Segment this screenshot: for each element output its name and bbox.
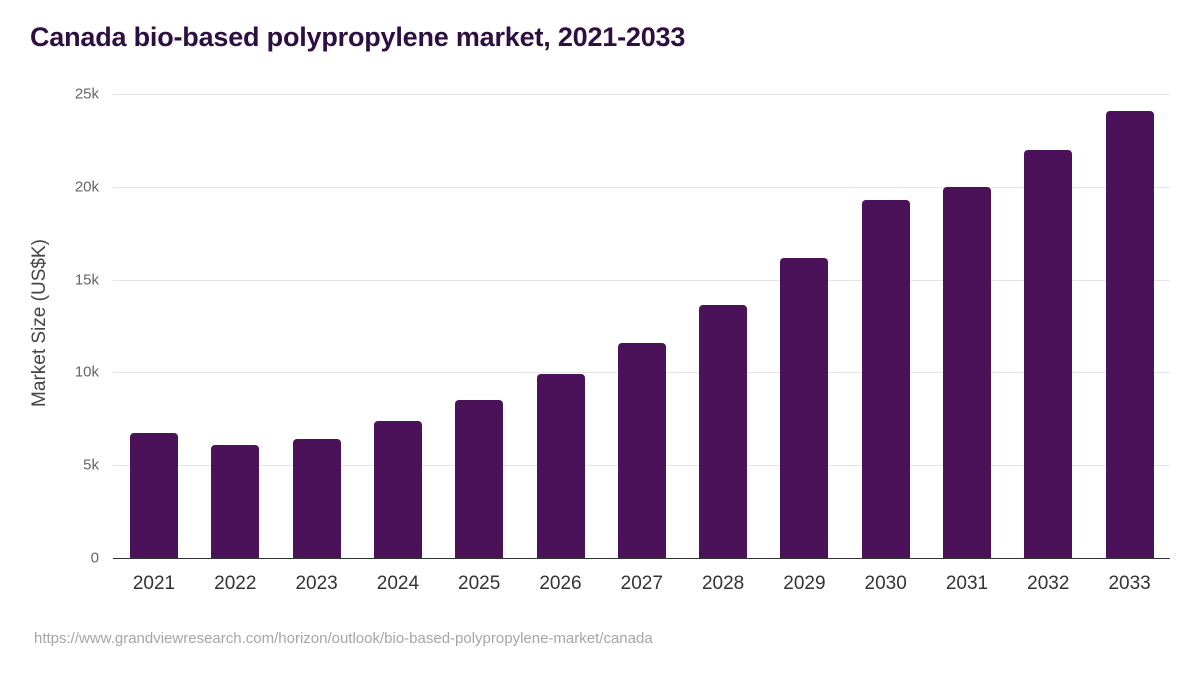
gridline [113, 94, 1170, 95]
x-axis-line [113, 558, 1170, 559]
y-axis-label: Market Size (US$K) [29, 239, 50, 407]
y-tick-label: 0 [90, 549, 99, 567]
x-tick-label: 2027 [620, 573, 663, 594]
bar-2021[interactable] [130, 433, 178, 558]
x-tick-label: 2024 [376, 573, 420, 594]
plot-area [113, 94, 1170, 559]
x-tick-label: 2021 [132, 573, 176, 594]
x-tick-label: 2028 [701, 573, 745, 594]
y-tick-label: 10k [74, 363, 99, 381]
x-tick-label: 2023 [295, 573, 338, 594]
chart-title: Canada bio-based polypropylene market, 2… [30, 22, 686, 52]
bar-2022[interactable] [211, 444, 260, 558]
gridline [113, 279, 1170, 281]
y-tick-label: 25k [74, 85, 99, 103]
bar-2023[interactable] [292, 439, 341, 558]
x-tick-label: 2030 [864, 573, 907, 594]
bar-2025[interactable] [455, 400, 504, 558]
bar-2029[interactable] [780, 258, 829, 558]
y-tick-label: 5k [83, 456, 99, 474]
x-tick-label: 2022 [214, 573, 257, 594]
source-url: https://www.grandviewresearch.com/horizo… [34, 630, 653, 647]
x-tick-label: 2032 [1027, 573, 1070, 594]
x-tick-label: 2025 [458, 573, 501, 594]
bar-2024[interactable] [373, 421, 422, 558]
bar-2032[interactable] [1024, 150, 1073, 558]
bar-2026[interactable] [536, 374, 585, 558]
bar-2033[interactable] [1105, 111, 1154, 558]
x-tick-label: 2031 [945, 573, 989, 594]
x-tick-label: 2033 [1108, 573, 1151, 594]
gridline [113, 186, 1170, 188]
bar-2027[interactable] [617, 343, 666, 558]
x-tick-label: 2026 [539, 573, 582, 594]
bar-2031[interactable] [943, 187, 991, 558]
y-tick-label: 20k [74, 178, 99, 196]
bar-2028[interactable] [699, 305, 748, 558]
y-tick-label: 15k [74, 271, 99, 289]
x-tick-label: 2029 [783, 573, 826, 594]
bar-2030[interactable] [861, 199, 910, 558]
